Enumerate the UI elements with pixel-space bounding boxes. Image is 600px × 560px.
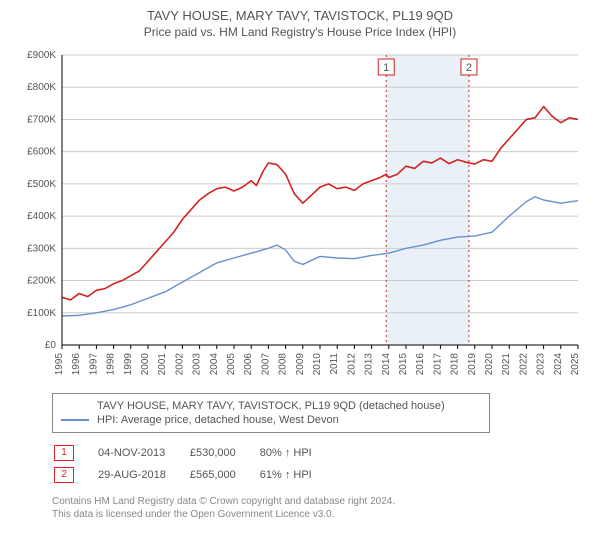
- svg-text:2017: 2017: [432, 353, 443, 376]
- svg-text:2: 2: [466, 62, 472, 74]
- marker-date-1: 04-NOV-2013: [98, 443, 188, 463]
- footnote: Contains HM Land Registry data © Crown c…: [52, 495, 588, 521]
- legend-label-2: HPI: Average price, detached house, West…: [97, 414, 339, 426]
- svg-text:£500K: £500K: [27, 179, 56, 190]
- footnote-line-2: This data is licensed under the Open Gov…: [52, 509, 334, 520]
- svg-text:2008: 2008: [278, 353, 289, 376]
- marker-id-1: 1: [54, 445, 74, 461]
- svg-text:2014: 2014: [381, 353, 392, 376]
- marker-delta-2: 61% ↑ HPI: [260, 465, 334, 485]
- svg-text:2018: 2018: [450, 353, 461, 376]
- svg-text:2004: 2004: [209, 353, 220, 376]
- svg-text:£900K: £900K: [27, 50, 56, 61]
- marker-row-1: 1 04-NOV-2013 £530,000 80% ↑ HPI: [54, 443, 334, 463]
- legend-box: TAVY HOUSE, MARY TAVY, TAVISTOCK, PL19 9…: [52, 393, 490, 433]
- svg-text:2005: 2005: [226, 353, 237, 376]
- svg-text:2010: 2010: [312, 353, 323, 376]
- svg-text:2019: 2019: [467, 353, 478, 376]
- legend-swatch-2: [61, 419, 89, 421]
- svg-text:2020: 2020: [484, 353, 495, 376]
- legend-swatch-1: [61, 405, 89, 407]
- svg-text:1: 1: [383, 62, 389, 74]
- chart-area: £0 £100K £200K £300K £400K £500K £600K £700K £80…: [12, 45, 588, 385]
- legend-row-2: HPI: Average price, detached house, West…: [61, 414, 481, 426]
- page-subtitle: Price paid vs. HM Land Registry's House …: [12, 25, 588, 39]
- svg-text:£300K: £300K: [27, 243, 56, 254]
- svg-text:2022: 2022: [518, 353, 529, 376]
- marker-row-2: 2 29-AUG-2018 £565,000 61% ↑ HPI: [54, 465, 334, 485]
- svg-text:2001: 2001: [157, 353, 168, 376]
- footnote-line-1: Contains HM Land Registry data © Crown c…: [52, 496, 395, 507]
- svg-text:£0: £0: [45, 340, 57, 351]
- svg-text:2009: 2009: [295, 353, 306, 376]
- svg-text:£400K: £400K: [27, 211, 56, 222]
- svg-text:2011: 2011: [329, 353, 340, 375]
- svg-text:£800K: £800K: [27, 82, 56, 93]
- svg-text:1995: 1995: [54, 353, 65, 376]
- svg-text:2024: 2024: [553, 353, 564, 376]
- svg-text:1999: 1999: [123, 353, 134, 376]
- svg-text:2015: 2015: [398, 353, 409, 376]
- svg-text:2012: 2012: [346, 353, 357, 376]
- svg-text:2002: 2002: [174, 353, 185, 376]
- svg-text:£200K: £200K: [27, 276, 56, 287]
- marker-price-1: £530,000: [190, 443, 258, 463]
- svg-text:2013: 2013: [364, 353, 375, 376]
- svg-text:2006: 2006: [243, 353, 254, 376]
- legend-label-1: TAVY HOUSE, MARY TAVY, TAVISTOCK, PL19 9…: [97, 400, 445, 412]
- svg-text:2016: 2016: [415, 353, 426, 376]
- svg-text:2000: 2000: [140, 353, 151, 376]
- svg-text:1996: 1996: [71, 353, 82, 376]
- svg-text:2021: 2021: [501, 353, 512, 376]
- line-chart-svg: £0 £100K £200K £300K £400K £500K £600K £700K £80…: [12, 45, 588, 385]
- svg-text:2025: 2025: [570, 353, 581, 376]
- chart-container: TAVY HOUSE, MARY TAVY, TAVISTOCK, PL19 9…: [0, 0, 600, 560]
- marker-id-2: 2: [54, 467, 74, 483]
- svg-text:2003: 2003: [192, 353, 203, 376]
- legend-row-1: TAVY HOUSE, MARY TAVY, TAVISTOCK, PL19 9…: [61, 400, 481, 412]
- svg-text:£700K: £700K: [27, 114, 56, 125]
- svg-text:£600K: £600K: [27, 147, 56, 158]
- markers-table: 1 04-NOV-2013 £530,000 80% ↑ HPI 2 29-AU…: [52, 441, 336, 487]
- svg-text:1998: 1998: [106, 353, 117, 376]
- marker-delta-1: 80% ↑ HPI: [260, 443, 334, 463]
- marker-date-2: 29-AUG-2018: [98, 465, 188, 485]
- svg-text:1997: 1997: [88, 353, 99, 376]
- svg-text:2023: 2023: [536, 353, 547, 376]
- marker-price-2: £565,000: [190, 465, 258, 485]
- page-title: TAVY HOUSE, MARY TAVY, TAVISTOCK, PL19 9…: [12, 8, 588, 23]
- svg-text:£100K: £100K: [27, 308, 56, 319]
- svg-text:2007: 2007: [260, 353, 271, 376]
